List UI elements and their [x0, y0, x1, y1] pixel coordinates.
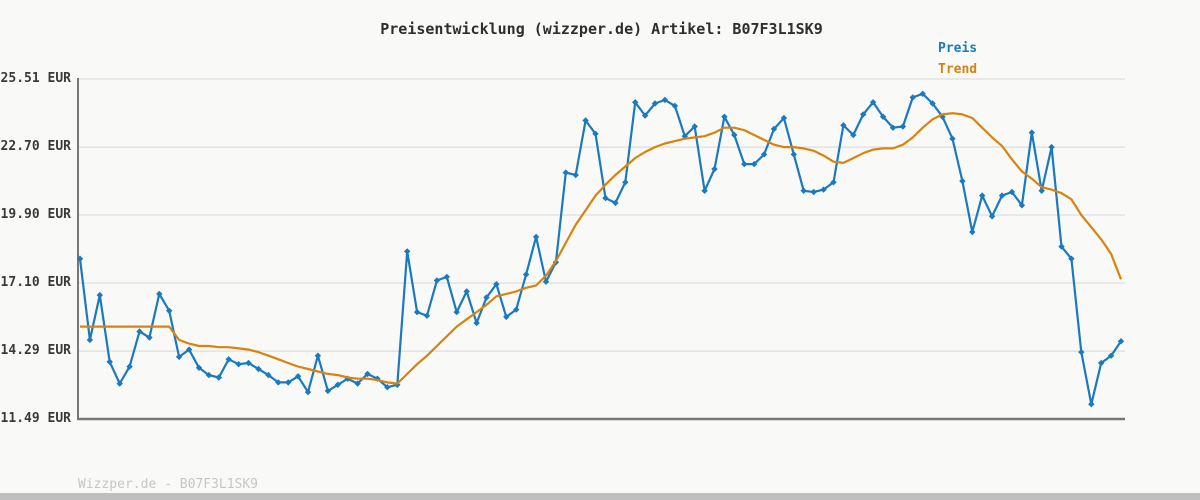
y-axis-tick-label: 14.29 EUR — [0, 343, 71, 359]
y-axis-tick-label: 25.51 EUR — [0, 71, 71, 86]
legend-item-preis: Preis — [938, 41, 978, 56]
chart-title: Preisentwicklung (wizzper.de) Artikel: B… — [380, 20, 823, 38]
price-markers — [76, 90, 1125, 408]
legend-item-trend: Trend — [938, 62, 978, 77]
trend-line — [80, 112, 1123, 385]
chart-legend: Preis Trend — [938, 38, 977, 80]
y-axis-tick-label: 11.49 EUR — [0, 411, 71, 426]
y-axis-tick-label: 22.70 EUR — [0, 139, 71, 155]
y-axis-tick-label: 19.90 EUR — [0, 207, 71, 223]
y-axis-tick-label: 17.10 EUR — [0, 274, 71, 290]
chart-footer: Wizzper.de - B07F3L1SK9 — [78, 477, 259, 492]
price-line — [78, 92, 1122, 406]
bottom-border-bar — [0, 493, 1200, 500]
